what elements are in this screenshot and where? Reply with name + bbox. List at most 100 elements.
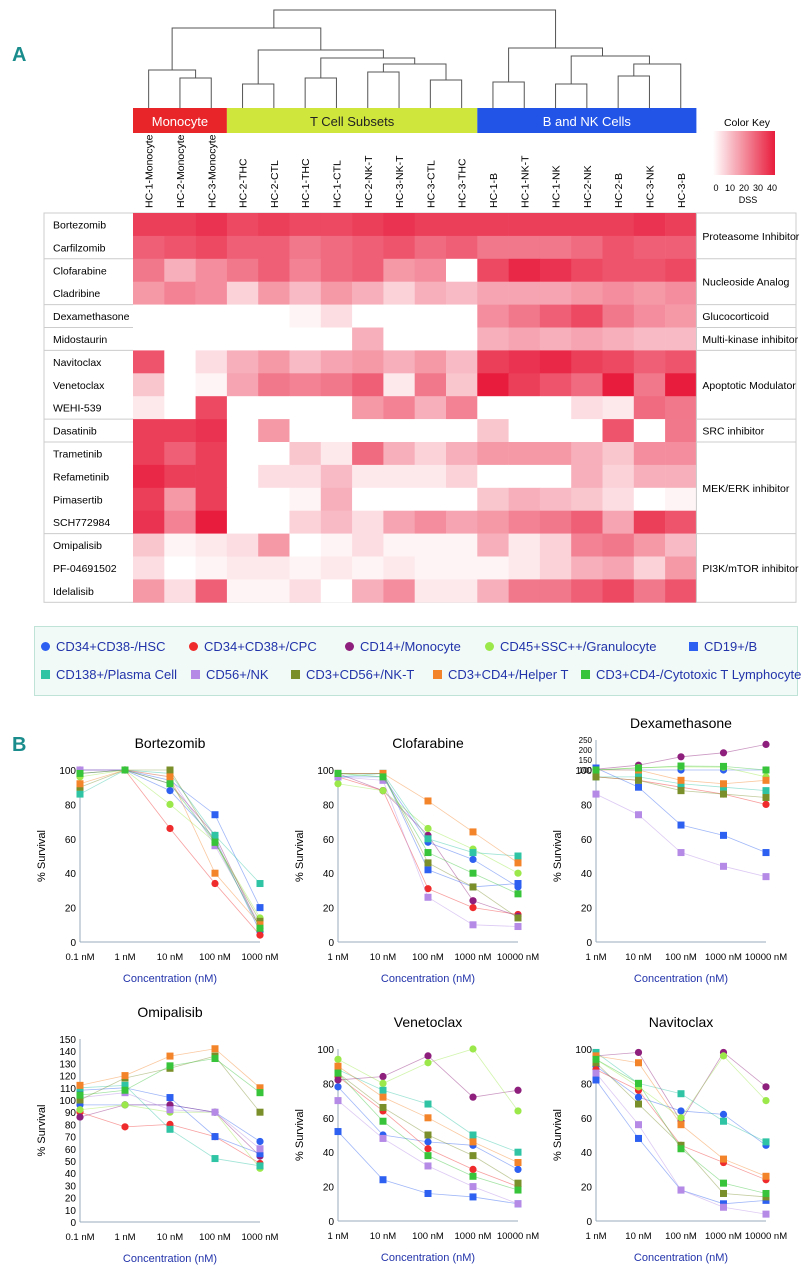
heatmap-cell — [508, 213, 541, 237]
heatmap-cell — [414, 442, 447, 466]
heatmap-cell — [352, 327, 384, 351]
heatmap-cell — [508, 487, 541, 511]
column-label: HC-3-Monocyte — [206, 134, 218, 208]
heatmap-cell — [195, 235, 228, 260]
heatmap-cell — [164, 442, 196, 466]
heatmap-cell — [571, 533, 603, 557]
y-tick-label: 20 — [581, 904, 593, 915]
data-point — [469, 1193, 477, 1201]
heatmap-cell — [539, 419, 572, 443]
data-point — [424, 1189, 432, 1197]
data-point — [76, 769, 84, 777]
data-point — [677, 787, 685, 795]
data-point — [211, 1155, 219, 1163]
x-axis-title: Concentration (nM) — [123, 973, 217, 985]
y-tick-label: 30 — [65, 1181, 77, 1192]
y-tick-label: 100 — [575, 1045, 592, 1056]
column-label: HC-1-THC — [300, 158, 312, 208]
heatmap-cell — [226, 442, 259, 466]
data-point — [121, 1086, 129, 1094]
y-tick-label: 130 — [59, 1059, 76, 1070]
legend-label: CD3+CD4+/Helper T — [448, 667, 569, 682]
heatmap-cell — [289, 258, 322, 282]
heatmap-cell — [446, 258, 478, 282]
data-point — [256, 880, 264, 888]
heatmap-cell — [352, 510, 384, 534]
y-axis-title: % Survival — [36, 1105, 48, 1157]
row-label: Carfilzomib — [53, 242, 106, 254]
data-point — [677, 1090, 685, 1098]
x-tick-label: 1 nM — [114, 1232, 135, 1243]
heatmap-cell — [665, 510, 697, 534]
y-tick-label: 80 — [65, 1120, 77, 1131]
dendrogram-link — [570, 55, 650, 84]
heatmap-cell — [164, 487, 196, 511]
heatmap-cell — [539, 258, 572, 282]
data-point — [514, 1165, 522, 1173]
data-point — [424, 1114, 432, 1122]
data-point — [211, 838, 219, 846]
heatmap-cell — [164, 235, 196, 260]
data-point — [762, 1172, 770, 1180]
y-axis-title: % Survival — [294, 1109, 306, 1161]
heatmap-cell — [477, 464, 509, 489]
heatmap-cell — [539, 533, 572, 557]
heatmap-cell — [602, 235, 635, 260]
y-tick-label: 0 — [70, 938, 76, 949]
heatmap-cell — [226, 510, 259, 534]
panel-b-label: B — [12, 734, 27, 756]
heatmap-cell — [320, 579, 353, 603]
heatmap-cell — [383, 510, 415, 534]
data-point — [677, 849, 685, 857]
heatmap-cell — [539, 579, 572, 603]
data-point — [762, 740, 770, 748]
data-point — [719, 1110, 728, 1118]
data-point — [514, 880, 522, 888]
data-point — [469, 828, 477, 836]
heatmap-cell — [602, 487, 635, 511]
data-point — [76, 790, 84, 798]
heatmap-cell — [633, 487, 666, 511]
heatmap-cell — [571, 579, 603, 603]
heatmap-cell — [164, 304, 196, 328]
heatmap-cell — [383, 281, 415, 305]
data-point — [592, 1076, 600, 1084]
data-point — [635, 764, 642, 772]
y-tick-label: 100 — [317, 766, 334, 777]
x-tick-label: 10 nM — [625, 1231, 651, 1242]
y-tick-label: 60 — [65, 835, 77, 846]
column-label: HC-1-Monocyte — [144, 134, 156, 208]
heatmap-cell — [571, 213, 603, 237]
heatmap-cell — [477, 579, 509, 603]
drug-class-label: SRC inhibitor — [702, 426, 764, 438]
data-point — [256, 1089, 264, 1097]
data-point — [592, 790, 600, 798]
heatmap-cell — [539, 350, 572, 374]
data-point — [121, 1072, 129, 1080]
heatmap-cell — [258, 464, 290, 489]
heatmap-cell — [289, 464, 322, 489]
heatmap-cell — [226, 464, 259, 489]
data-point — [762, 794, 770, 802]
heatmap-cell — [258, 442, 290, 466]
heatmap-cell — [352, 533, 384, 557]
data-point — [256, 1145, 264, 1153]
data-point — [256, 1150, 264, 1158]
x-tick-label: 10 nM — [157, 1232, 183, 1243]
x-tick-label: 1 nM — [327, 952, 348, 963]
y-tick-label: 40 — [581, 869, 593, 880]
x-tick-label: 0.1 nM — [65, 952, 94, 963]
heatmap-cell — [195, 396, 228, 420]
x-tick-label: 1000 nM — [242, 952, 279, 963]
data-point — [379, 787, 387, 795]
data-point — [256, 1084, 264, 1092]
data-point — [720, 1155, 727, 1163]
data-point — [635, 1100, 642, 1108]
data-point — [424, 797, 432, 805]
heatmap-cell — [665, 281, 697, 305]
data-point — [256, 1108, 264, 1116]
data-point — [469, 1183, 477, 1191]
heatmap-cell — [226, 579, 259, 603]
data-point — [379, 1072, 387, 1081]
column-label: HC-2-CTL — [269, 160, 281, 208]
